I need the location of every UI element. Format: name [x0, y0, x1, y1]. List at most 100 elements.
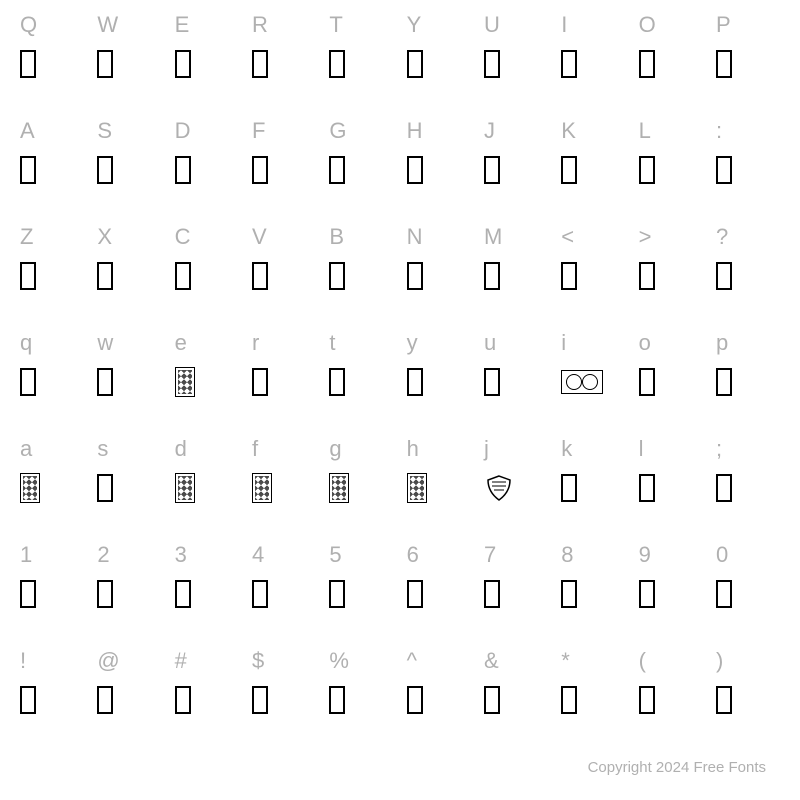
- decorated-glyph: [20, 473, 40, 503]
- character-label: 7: [484, 542, 496, 568]
- empty-glyph-box: [20, 156, 36, 184]
- glyph-sample: [20, 154, 36, 186]
- character-row: asdfghjkl;: [20, 436, 780, 504]
- empty-glyph-box: [561, 474, 577, 502]
- character-cell: 6: [407, 542, 471, 610]
- character-label: :: [716, 118, 722, 144]
- glyph-sample: [407, 684, 423, 716]
- glyph-sample: [252, 366, 268, 398]
- empty-glyph-box: [561, 156, 577, 184]
- decorated-glyph: [407, 473, 427, 503]
- glyph-sample: [329, 154, 345, 186]
- glyph-sample: [716, 472, 732, 504]
- character-label: R: [252, 12, 268, 38]
- glyph-sample: [329, 48, 345, 80]
- glyph-sample: [639, 578, 655, 610]
- glyph-sample: [20, 472, 40, 504]
- empty-glyph-box: [639, 50, 655, 78]
- empty-glyph-box: [407, 686, 423, 714]
- empty-glyph-box: [484, 368, 500, 396]
- glyph-sample: [252, 260, 268, 292]
- character-cell: y: [407, 330, 471, 398]
- character-cell: H: [407, 118, 471, 186]
- character-cell: %: [329, 648, 393, 716]
- empty-glyph-box: [639, 686, 655, 714]
- empty-glyph-box: [20, 580, 36, 608]
- character-label: Q: [20, 12, 37, 38]
- character-label: h: [407, 436, 419, 462]
- character-cell: A: [20, 118, 84, 186]
- character-row: ZXCVBNM<>?: [20, 224, 780, 292]
- empty-glyph-box: [97, 368, 113, 396]
- character-label: ^: [407, 648, 417, 674]
- glyph-sample: [484, 578, 500, 610]
- character-cell: L: [639, 118, 703, 186]
- character-label: U: [484, 12, 500, 38]
- character-label: i: [561, 330, 566, 356]
- glyph-sample: [407, 366, 423, 398]
- character-cell: 3: [175, 542, 239, 610]
- character-cell: N: [407, 224, 471, 292]
- character-cell: B: [329, 224, 393, 292]
- character-label: Y: [407, 12, 422, 38]
- glyph-sample: [484, 684, 500, 716]
- character-cell: o: [639, 330, 703, 398]
- glyph-sample: [716, 260, 732, 292]
- glyph-sample: [561, 260, 577, 292]
- character-label: X: [97, 224, 112, 250]
- empty-glyph-box: [716, 580, 732, 608]
- character-label: a: [20, 436, 32, 462]
- glyph-sample: [407, 154, 423, 186]
- character-cell: G: [329, 118, 393, 186]
- glyph-sample: [484, 260, 500, 292]
- character-cell: ^: [407, 648, 471, 716]
- character-label: <: [561, 224, 574, 250]
- glyph-sample: [175, 684, 191, 716]
- glyph-sample: [561, 366, 603, 398]
- glyph-sample: [484, 366, 500, 398]
- glyph-sample: [97, 48, 113, 80]
- character-label: D: [175, 118, 191, 144]
- character-label: $: [252, 648, 264, 674]
- empty-glyph-box: [20, 262, 36, 290]
- character-label: N: [407, 224, 423, 250]
- glyph-sample: [175, 472, 195, 504]
- character-cell: @: [97, 648, 161, 716]
- empty-glyph-box: [561, 686, 577, 714]
- glyph-sample: [252, 154, 268, 186]
- character-label: ?: [716, 224, 728, 250]
- empty-glyph-box: [329, 686, 345, 714]
- character-cell: ;: [716, 436, 780, 504]
- character-label: q: [20, 330, 32, 356]
- glyph-sample: [175, 260, 191, 292]
- empty-glyph-box: [252, 262, 268, 290]
- character-cell: !: [20, 648, 84, 716]
- character-cell: w: [97, 330, 161, 398]
- glyph-sample: [407, 260, 423, 292]
- empty-glyph-box: [484, 262, 500, 290]
- empty-glyph-box: [329, 50, 345, 78]
- character-label: w: [97, 330, 113, 356]
- empty-glyph-box: [639, 474, 655, 502]
- character-cell: r: [252, 330, 316, 398]
- character-cell: E: [175, 12, 239, 80]
- glyph-sample: [175, 366, 195, 398]
- empty-glyph-box: [484, 580, 500, 608]
- empty-glyph-box: [407, 580, 423, 608]
- character-row: qwertyuiop: [20, 330, 780, 398]
- character-label: 9: [639, 542, 651, 568]
- character-label: %: [329, 648, 349, 674]
- character-cell: a: [20, 436, 84, 504]
- character-cell: 8: [561, 542, 625, 610]
- character-label: j: [484, 436, 489, 462]
- decorated-glyph: [329, 473, 349, 503]
- glyph-sample: [175, 48, 191, 80]
- character-cell: t: [329, 330, 393, 398]
- character-row: !@#$%^&*(): [20, 648, 780, 716]
- character-label: C: [175, 224, 191, 250]
- character-cell: U: [484, 12, 548, 80]
- character-label: 5: [329, 542, 341, 568]
- character-cell: <: [561, 224, 625, 292]
- character-label: 0: [716, 542, 728, 568]
- character-label: ): [716, 648, 723, 674]
